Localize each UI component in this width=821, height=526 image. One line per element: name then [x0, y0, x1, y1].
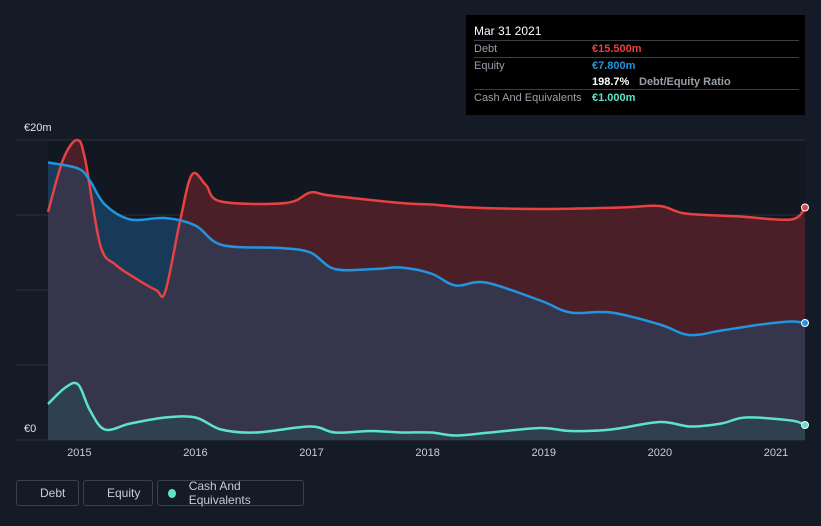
- tooltip-debt-row: Debt €15.500m: [474, 40, 799, 58]
- equity-line: [47, 161, 806, 337]
- legend-debt-label: Debt: [40, 486, 66, 500]
- tooltip-debt-value: €15.500m: [592, 43, 642, 55]
- tooltip-equity-label: Equity: [474, 60, 505, 72]
- tooltip-cash-label: Cash And Equivalents: [474, 92, 582, 104]
- tooltip: Mar 31 2021 Debt €15.500m Equity €7.800m…: [466, 15, 805, 115]
- x-tick-label: 2019: [531, 447, 556, 459]
- tooltip-equity-row: Equity €7.800m 198.7% Debt/Equity Ratio: [474, 57, 799, 90]
- tooltip-ratio-value: 198.7%: [592, 76, 630, 88]
- tooltip-debt-label: Debt: [474, 43, 498, 55]
- tooltip-ratio-label: Debt/Equity Ratio: [639, 76, 731, 88]
- legend-debt[interactable]: Debt: [16, 480, 79, 506]
- y-tick-label-zero: €0: [24, 423, 37, 435]
- equity-end-marker: [801, 319, 809, 327]
- debt-end-marker: [801, 203, 809, 212]
- debt-line: [46, 138, 806, 299]
- cash-line: [47, 381, 806, 437]
- cash-area: [48, 382, 805, 440]
- legend-cash-label: Cash And Equivalents: [188, 479, 251, 507]
- x-tick-label: 2016: [183, 447, 208, 459]
- x-tick-label: 2017: [299, 447, 324, 459]
- cash-dot-icon: [168, 488, 176, 498]
- legend-equity-label: Equity: [107, 486, 141, 500]
- equity-debt-overlap-area: [48, 162, 805, 440]
- legend-equity[interactable]: Equity: [83, 480, 153, 506]
- x-tick-label: 2018: [415, 447, 440, 459]
- tooltip-date: Mar 31 2021: [474, 24, 542, 38]
- x-tick-label: 2020: [647, 447, 673, 459]
- legend-cash[interactable]: Cash And Equivalents: [157, 479, 304, 507]
- tooltip-cash-value: €1.000m: [592, 92, 636, 104]
- x-tick-label: 2015: [67, 447, 92, 459]
- tooltip-cash-row: Cash And Equivalents €1.000m: [474, 89, 799, 107]
- y-tick-label-max: €20m: [24, 122, 52, 134]
- cash-end-marker: [801, 421, 809, 429]
- tooltip-equity-value: €7.800m: [592, 60, 636, 72]
- x-tick-label: 2021: [763, 447, 789, 459]
